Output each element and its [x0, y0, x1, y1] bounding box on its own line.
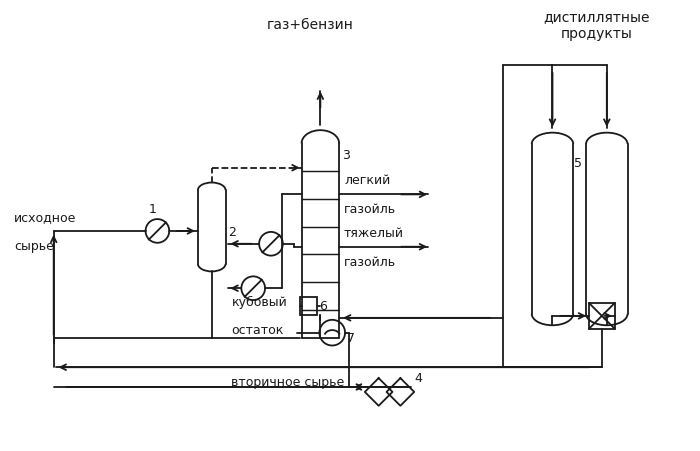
Text: остаток: остаток — [232, 323, 284, 336]
Text: 3: 3 — [342, 149, 350, 162]
Text: вторичное сырье: вторичное сырье — [232, 375, 344, 388]
Text: кубовый: кубовый — [232, 295, 287, 308]
Text: 6: 6 — [319, 300, 328, 313]
Text: газойль: газойль — [344, 255, 396, 268]
Text: 5: 5 — [574, 156, 582, 170]
Text: продукты: продукты — [561, 28, 633, 41]
Text: 1: 1 — [148, 202, 156, 216]
Text: сырье: сырье — [14, 239, 54, 252]
Text: дистиллятные: дистиллятные — [544, 10, 650, 24]
Text: 2: 2 — [228, 226, 237, 239]
Bar — [300, 298, 317, 315]
Text: газ+бензин: газ+бензин — [267, 18, 354, 32]
Text: легкий: легкий — [344, 174, 391, 187]
Text: 7: 7 — [347, 331, 355, 344]
Text: газойль: газойль — [344, 203, 396, 216]
Text: исходное: исходное — [14, 211, 76, 224]
Text: 4: 4 — [414, 371, 422, 384]
Bar — [589, 304, 615, 329]
Text: тяжелый: тяжелый — [344, 226, 404, 239]
